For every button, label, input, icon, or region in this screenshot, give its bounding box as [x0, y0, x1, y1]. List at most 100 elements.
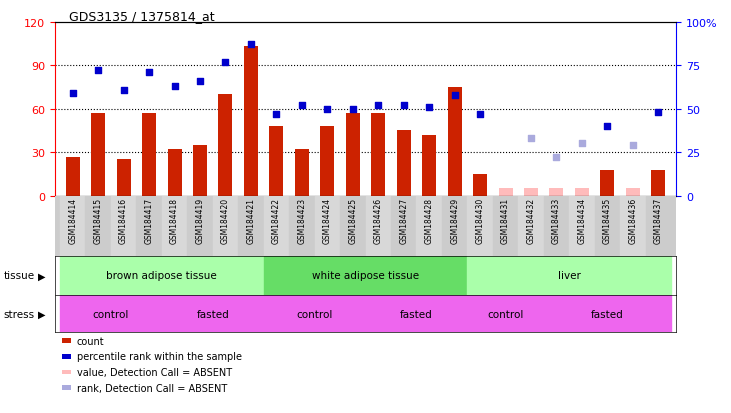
Text: stress: stress [4, 309, 35, 319]
Text: white adipose tissue: white adipose tissue [312, 271, 419, 281]
Text: brown adipose tissue: brown adipose tissue [107, 271, 217, 281]
Bar [116, 160, 131, 196]
Text: count: count [77, 336, 105, 346]
Text: rank, Detection Call = ABSENT: rank, Detection Call = ABSENT [77, 383, 227, 393]
Point [525, 135, 537, 142]
Point [143, 70, 155, 76]
Text: fasted: fasted [591, 309, 624, 319]
Bar [86, 196, 111, 256]
Text: GSM184431: GSM184431 [501, 197, 510, 243]
Bar [320, 127, 334, 196]
Point [398, 103, 409, 109]
Bar [467, 295, 544, 332]
Bar [136, 196, 162, 256]
Text: ▶: ▶ [38, 309, 45, 319]
Text: GSM184430: GSM184430 [476, 197, 485, 244]
Bar [264, 196, 289, 256]
Bar [167, 150, 181, 196]
Bar [289, 196, 314, 256]
Bar [111, 196, 136, 256]
Point [270, 112, 282, 118]
Point [169, 83, 181, 90]
Point [296, 103, 308, 109]
Point [194, 78, 206, 85]
Bar [162, 196, 187, 256]
Point [92, 68, 104, 75]
Text: GSM184425: GSM184425 [348, 197, 357, 243]
Text: GSM184424: GSM184424 [323, 197, 332, 243]
Text: GSM184416: GSM184416 [119, 197, 128, 243]
Text: GSM184415: GSM184415 [94, 197, 102, 243]
Bar [442, 196, 467, 256]
Bar [60, 196, 86, 256]
Bar [219, 95, 232, 196]
Bar [91, 114, 105, 196]
Text: fasted: fasted [400, 309, 433, 319]
Text: GSM184437: GSM184437 [654, 197, 663, 244]
Text: value, Detection Call = ABSENT: value, Detection Call = ABSENT [77, 367, 232, 377]
Bar [66, 157, 80, 196]
Bar [193, 146, 207, 196]
Point [550, 155, 562, 161]
Point [322, 106, 333, 113]
Point [67, 90, 78, 97]
Point [118, 87, 129, 94]
Bar [645, 196, 671, 256]
Text: GSM184427: GSM184427 [399, 197, 408, 243]
Text: ▶: ▶ [38, 271, 45, 281]
Bar [162, 295, 264, 332]
Bar [366, 196, 391, 256]
Bar [264, 295, 366, 332]
Point [474, 112, 486, 118]
Bar [550, 189, 564, 196]
Bar [366, 295, 467, 332]
Bar [600, 170, 615, 196]
Text: GSM184432: GSM184432 [526, 197, 536, 243]
Text: GSM184420: GSM184420 [221, 197, 230, 243]
Text: control: control [296, 309, 333, 319]
Point [347, 106, 359, 113]
Bar [269, 127, 284, 196]
Bar [238, 196, 264, 256]
Text: GSM184428: GSM184428 [425, 197, 433, 243]
Text: GSM184434: GSM184434 [577, 197, 586, 244]
Text: percentile rank within the sample: percentile rank within the sample [77, 351, 242, 361]
Bar [60, 295, 162, 332]
Point [653, 109, 664, 116]
Bar [467, 196, 493, 256]
Bar [524, 189, 538, 196]
Bar [340, 196, 366, 256]
Text: GSM184414: GSM184414 [68, 197, 77, 243]
Text: GSM184423: GSM184423 [298, 197, 306, 243]
Bar [264, 256, 467, 295]
Bar [314, 196, 340, 256]
Bar [346, 114, 360, 196]
Bar [499, 189, 512, 196]
Point [627, 142, 639, 149]
Text: GSM184426: GSM184426 [374, 197, 383, 243]
Bar [595, 196, 620, 256]
Text: GSM184435: GSM184435 [603, 197, 612, 244]
Text: GDS3135 / 1375814_at: GDS3135 / 1375814_at [69, 10, 215, 23]
Bar [467, 256, 671, 295]
Bar [569, 196, 595, 256]
Text: GSM184418: GSM184418 [170, 197, 179, 243]
Text: GSM184429: GSM184429 [450, 197, 459, 243]
Bar [213, 196, 238, 256]
Text: GSM184422: GSM184422 [272, 197, 281, 243]
Point [449, 92, 461, 99]
Bar [447, 88, 462, 196]
Bar [244, 47, 258, 196]
Point [576, 141, 588, 147]
Point [219, 59, 231, 66]
Point [602, 123, 613, 130]
Text: fasted: fasted [197, 309, 229, 319]
Bar [391, 196, 417, 256]
Bar [544, 295, 671, 332]
Text: GSM184436: GSM184436 [629, 197, 637, 244]
Bar [187, 196, 213, 256]
Text: control: control [488, 309, 523, 319]
Text: liver: liver [558, 271, 580, 281]
Bar [620, 196, 645, 256]
Point [245, 42, 257, 49]
